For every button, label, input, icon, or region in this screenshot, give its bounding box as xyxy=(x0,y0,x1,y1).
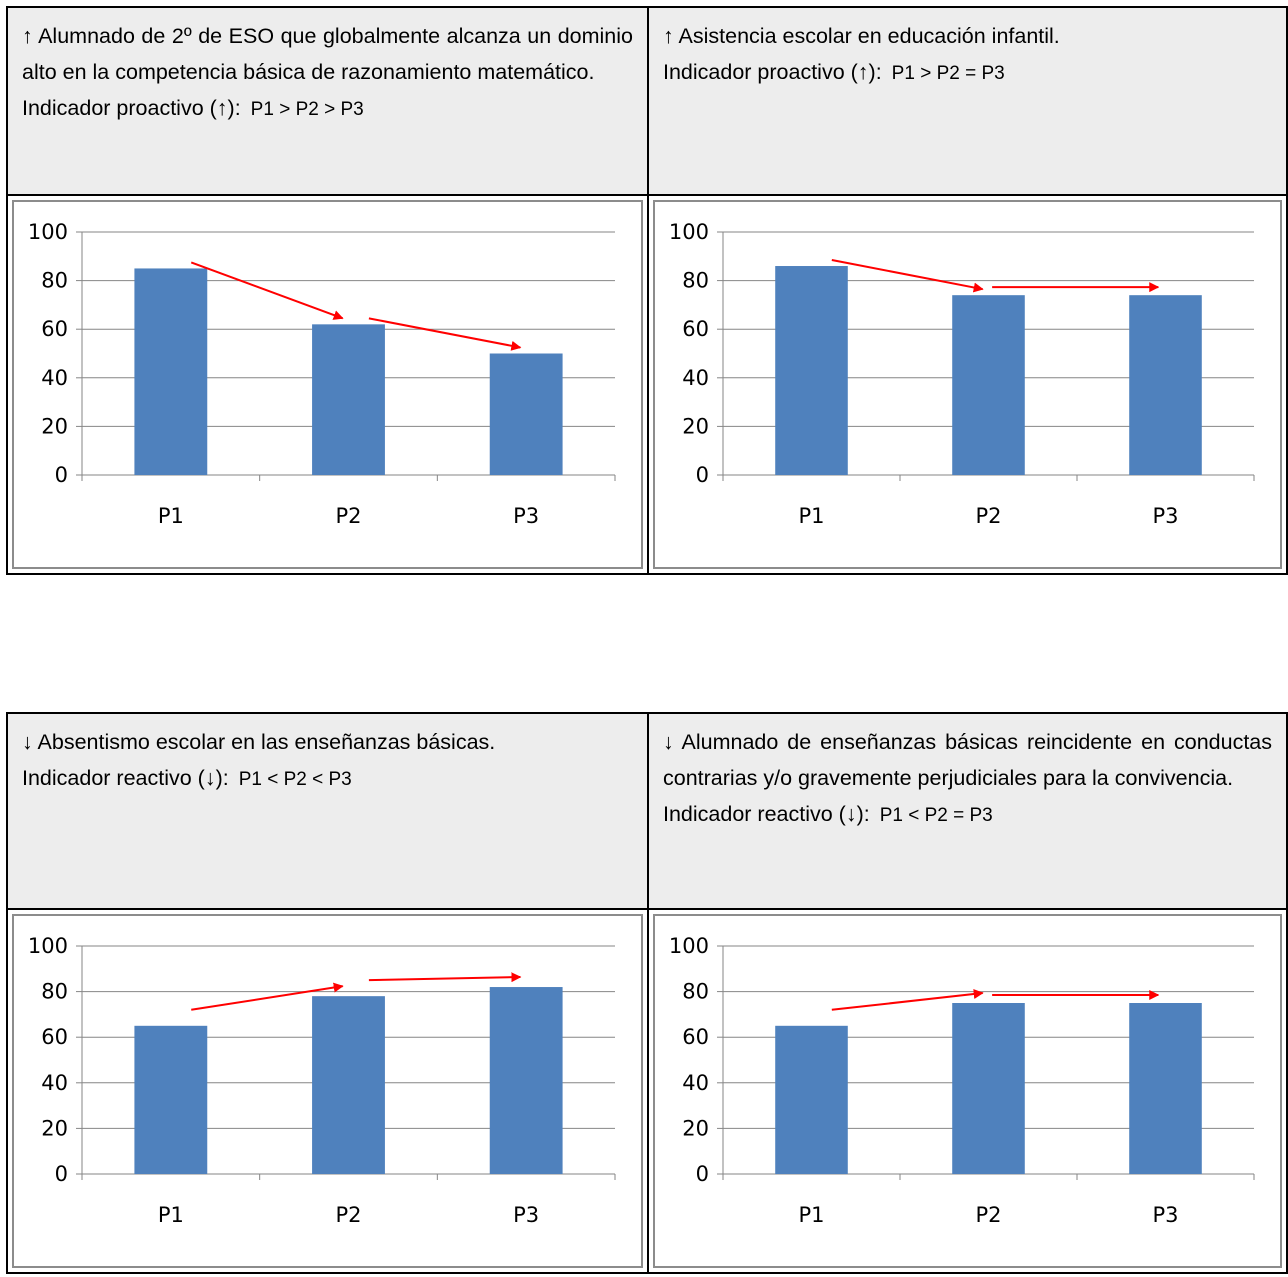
panel-3-header: ↓ Absentismo escolar en las enseñanzas b… xyxy=(6,712,649,910)
y-tick-label: 20 xyxy=(41,414,68,438)
bar-p3 xyxy=(489,987,563,1174)
bar-p2 xyxy=(952,295,1025,475)
panel-3-bar-chart: 0 20 40 60 80 100 P1 P2 P3 xyxy=(28,934,616,1227)
y-tick-label: 100 xyxy=(28,220,68,244)
bottom-table: ↓ Absentismo escolar en las enseñanzas b… xyxy=(6,712,1288,1274)
panel-3-chart: 0 20 40 60 80 100 P1 P2 P3 xyxy=(12,914,643,1268)
x-tick-label: P1 xyxy=(798,504,824,528)
x-tick-label: P1 xyxy=(158,1203,184,1227)
x-tick-label: P2 xyxy=(975,504,1001,528)
panel-2-relation: P1 > P2 = P3 xyxy=(891,63,1005,84)
y-tick-label: 100 xyxy=(669,220,709,244)
y-tick-label: 60 xyxy=(682,317,709,341)
y-tick-label: 60 xyxy=(41,1025,68,1049)
panel-3-indicator-label: Indicador reactivo (↓): xyxy=(22,766,229,790)
x-tick-label: P2 xyxy=(975,1203,1001,1227)
y-tick-label: 60 xyxy=(682,1025,709,1049)
bar-p1 xyxy=(775,1025,848,1174)
x-tick-label: P3 xyxy=(513,504,539,528)
y-tick-label: 0 xyxy=(696,1162,709,1186)
y-tick-label: 100 xyxy=(669,934,709,958)
y-tick-label: 40 xyxy=(41,1071,68,1095)
x-tick-label: P3 xyxy=(1152,1203,1178,1227)
y-tick-label: 80 xyxy=(682,269,709,293)
panel-2-indicator: Indicador proactivo (↑): P1 > P2 = P3 xyxy=(663,54,1272,92)
panel-1-chart: 0 20 40 60 80 100 P1 P2 P3 xyxy=(12,200,643,569)
y-tick-label: 40 xyxy=(682,366,709,390)
panel-4-relation: P1 < P2 = P3 xyxy=(879,805,993,826)
top-table: ↑ Alumnado de 2º de ESO que globalmente … xyxy=(6,6,1288,575)
y-tick-label: 0 xyxy=(55,463,68,487)
panel-1-header: ↑ Alumnado de 2º de ESO que globalmente … xyxy=(6,6,649,196)
bar-p2 xyxy=(312,324,385,475)
panel-2-header: ↑ Asistencia escolar en educación infant… xyxy=(649,6,1288,196)
y-tick-label: 60 xyxy=(41,317,68,341)
panel-4-bar-chart: 0 20 40 60 80 100 P1 P2 P3 xyxy=(669,934,1255,1227)
panel-3-description: ↓ Absentismo escolar en las enseñanzas b… xyxy=(22,730,496,754)
y-tick-label: 0 xyxy=(696,463,709,487)
trend-arrow xyxy=(831,259,984,293)
y-tick-label: 100 xyxy=(28,934,68,958)
x-tick-label: P2 xyxy=(335,504,361,528)
x-tick-label: P3 xyxy=(513,1203,539,1227)
bar-p3 xyxy=(1129,295,1202,475)
trend-arrow xyxy=(831,989,984,1011)
panel-1-relation: P1 > P2 > P3 xyxy=(250,99,364,120)
panel-2-chart: 0 20 40 60 80 100 P1 P2 P3 xyxy=(653,200,1282,569)
trend-arrow xyxy=(191,982,344,1011)
panel-3-chart-cell: 0 20 40 60 80 100 P1 P2 P3 xyxy=(6,910,649,1274)
trend-arrow xyxy=(368,317,522,351)
panel-2-chart-cell: 0 20 40 60 80 100 P1 P2 P3 xyxy=(649,196,1288,575)
chart-row: 0 20 40 60 80 100 P1 P2 P3 0 20 40 60 80 100 P1 P2 P3 xyxy=(6,910,1288,1274)
panel-4-indicator: Indicador reactivo (↓): P1 < P2 = P3 xyxy=(663,796,1272,834)
panel-1-indicator: Indicador proactivo (↑): P1 > P2 > P3 xyxy=(22,90,633,128)
x-tick-label: P2 xyxy=(335,1203,361,1227)
bar-p2 xyxy=(312,996,385,1174)
panel-4-indicator-label: Indicador reactivo (↓): xyxy=(663,802,870,826)
panel-1-chart-cell: 0 20 40 60 80 100 P1 P2 P3 xyxy=(6,196,649,575)
x-tick-label: P1 xyxy=(158,504,184,528)
y-tick-label: 40 xyxy=(41,366,68,390)
chart-row: 0 20 40 60 80 100 P1 P2 P3 0 20 40 60 80 100 P1 P2 P3 xyxy=(6,196,1288,575)
x-tick-label: P3 xyxy=(1152,504,1178,528)
panel-3-relation: P1 < P2 < P3 xyxy=(238,769,352,790)
x-tick-label: P1 xyxy=(798,1203,824,1227)
panel-4-description: ↓ Alumnado de enseñanzas básicas reincid… xyxy=(663,730,1272,790)
panel-4-header: ↓ Alumnado de enseñanzas básicas reincid… xyxy=(649,712,1288,910)
trend-arrow xyxy=(190,261,344,320)
panel-4-chart-cell: 0 20 40 60 80 100 P1 P2 P3 xyxy=(649,910,1288,1274)
y-tick-label: 40 xyxy=(682,1071,709,1095)
panel-1-indicator-label: Indicador proactivo (↑): xyxy=(22,96,241,120)
bar-p1 xyxy=(775,266,848,475)
panel-1-bar-chart: 0 20 40 60 80 100 P1 P2 P3 xyxy=(28,220,616,528)
panel-1-description: ↑ Alumnado de 2º de ESO que globalmente … xyxy=(22,24,633,84)
header-row: ↓ Absentismo escolar en las enseñanzas b… xyxy=(6,712,1288,910)
bar-p1 xyxy=(134,268,208,475)
y-tick-label: 80 xyxy=(41,980,68,1004)
bar-p3 xyxy=(489,353,563,475)
y-tick-label: 20 xyxy=(682,414,709,438)
y-tick-label: 20 xyxy=(41,1116,68,1140)
panel-2-description: ↑ Asistencia escolar en educación infant… xyxy=(663,24,1060,48)
bar-p1 xyxy=(134,1025,208,1174)
panel-3-indicator: Indicador reactivo (↓): P1 < P2 < P3 xyxy=(22,760,633,798)
panel-2-bar-chart: 0 20 40 60 80 100 P1 P2 P3 xyxy=(669,220,1255,528)
bar-p2 xyxy=(952,1003,1025,1174)
y-tick-label: 80 xyxy=(682,980,709,1004)
trend-arrow xyxy=(368,972,522,983)
panel-2-indicator-label: Indicador proactivo (↑): xyxy=(663,60,882,84)
y-tick-label: 80 xyxy=(41,269,68,293)
panel-4-chart: 0 20 40 60 80 100 P1 P2 P3 xyxy=(653,914,1282,1268)
y-tick-label: 0 xyxy=(55,1162,68,1186)
bar-p3 xyxy=(1129,1003,1202,1174)
header-row: ↑ Alumnado de 2º de ESO que globalmente … xyxy=(6,6,1288,196)
y-tick-label: 20 xyxy=(682,1116,709,1140)
